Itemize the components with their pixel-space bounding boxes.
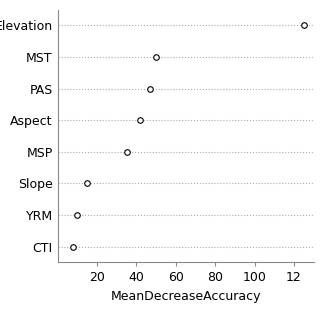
X-axis label: MeanDecreaseAccuracy: MeanDecreaseAccuracy [110,290,261,303]
